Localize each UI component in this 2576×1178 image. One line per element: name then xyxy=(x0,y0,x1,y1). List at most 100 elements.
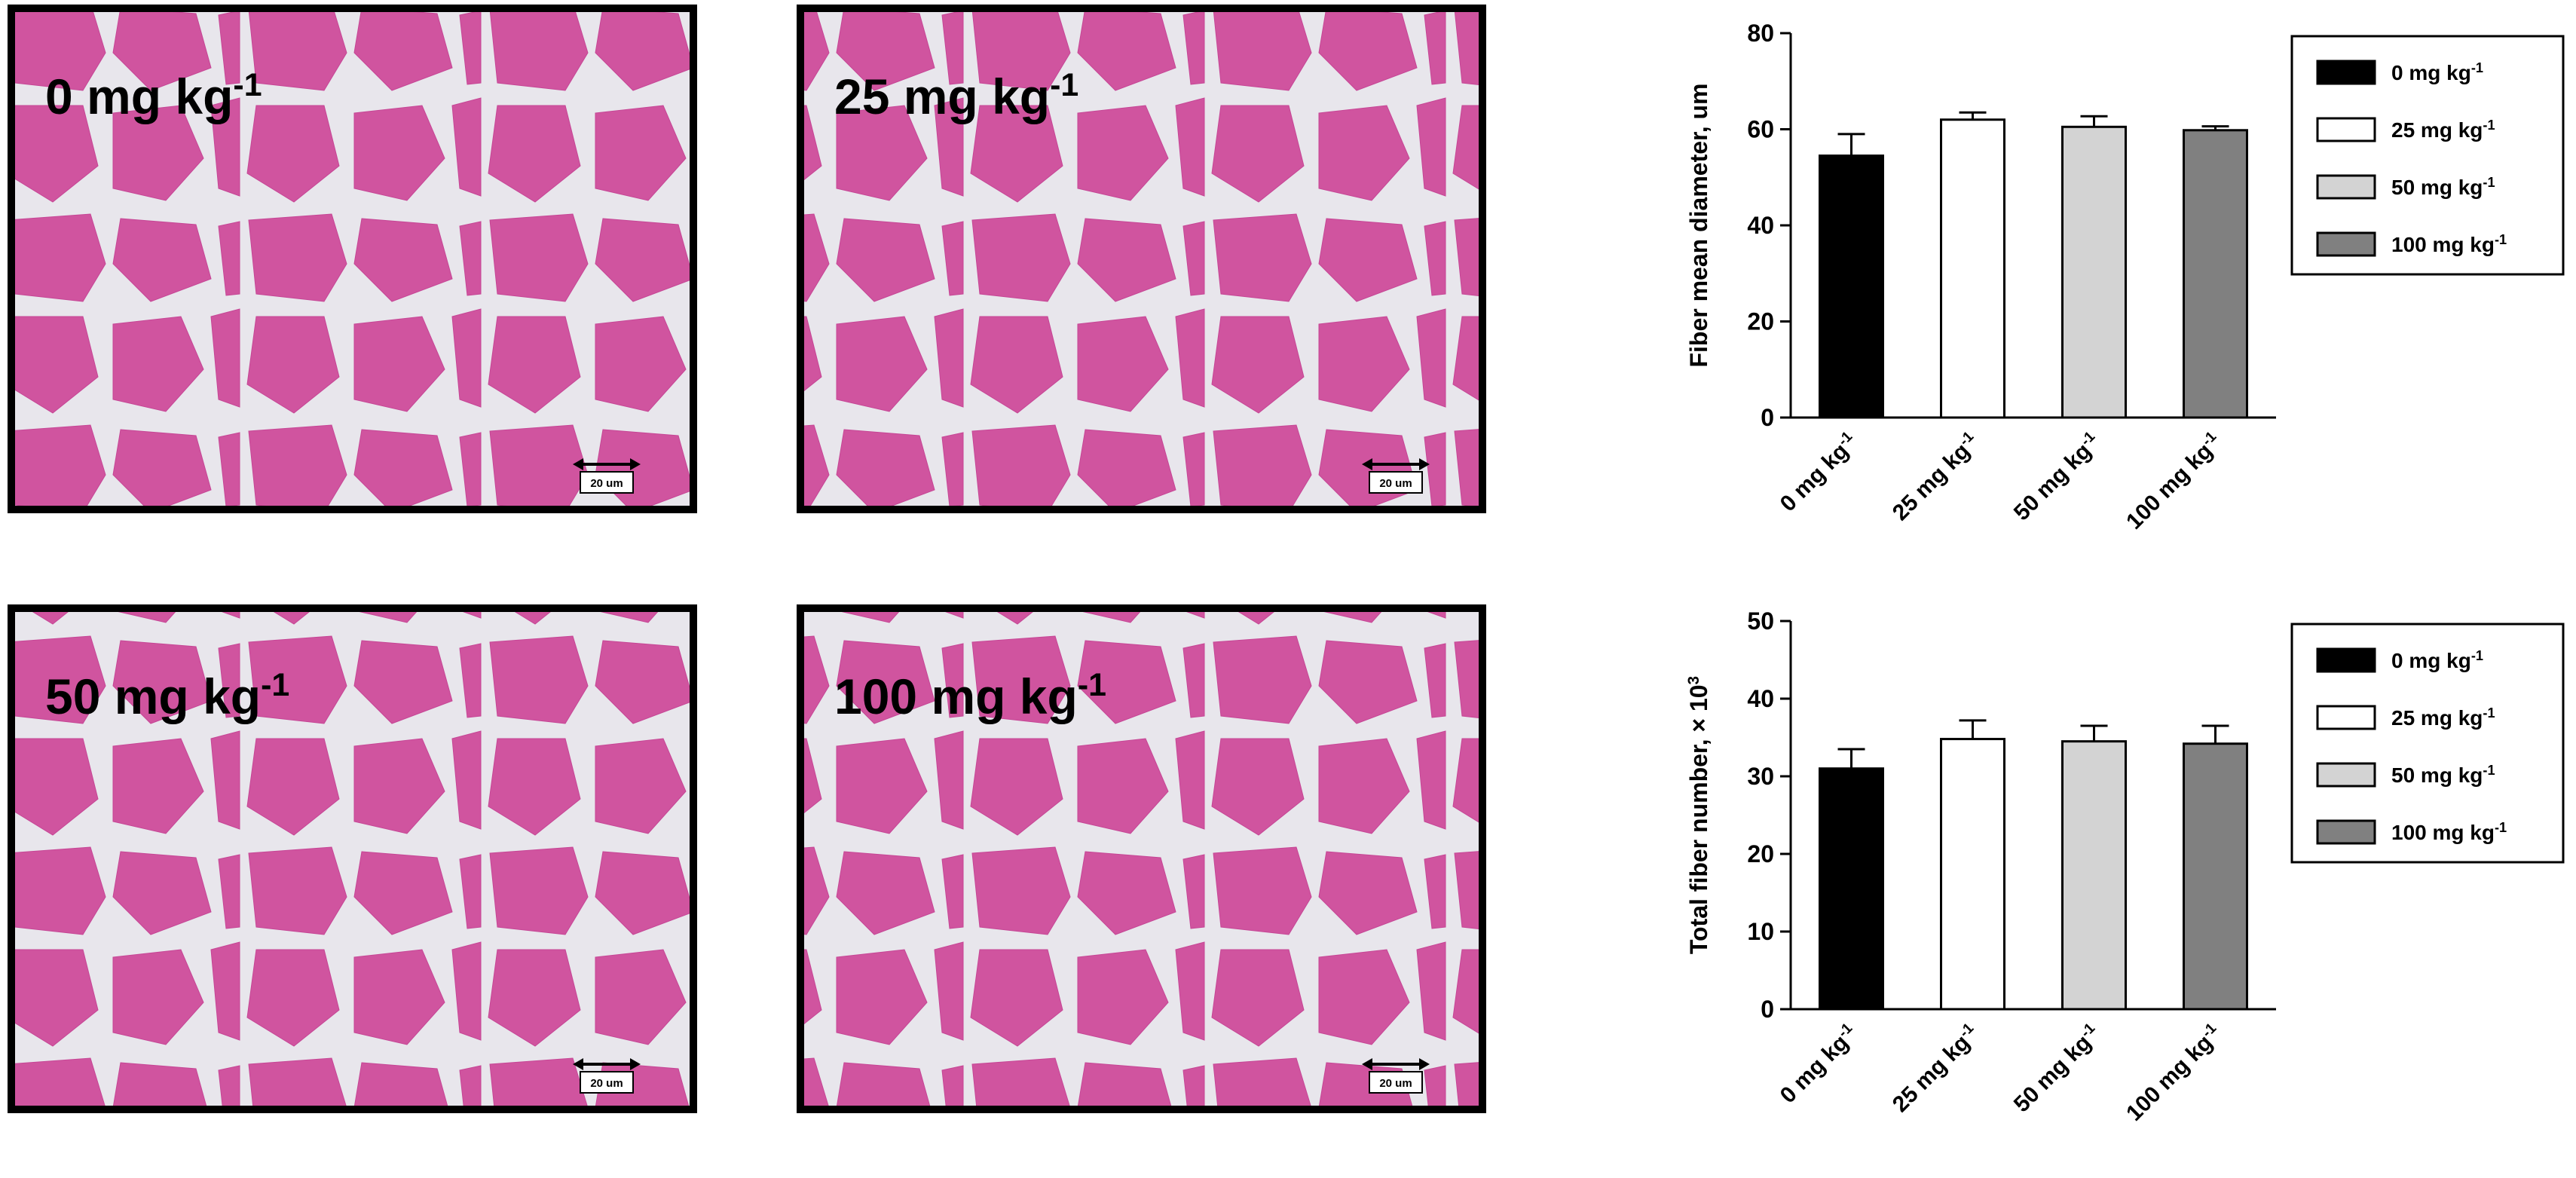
y-axis-label: Total fiber number, × 103 xyxy=(1685,676,1713,954)
error-bar xyxy=(2080,724,2108,742)
legend-label-main: 25 mg kg xyxy=(2391,118,2483,142)
arrow-head xyxy=(630,458,641,470)
legend-label-main: 0 mg kg xyxy=(2391,61,2471,84)
y-tick-label: 40 xyxy=(1747,212,1774,239)
y-tick-label: 20 xyxy=(1747,840,1774,867)
x-tick-label: 100 mg kg-1 xyxy=(2121,1020,2227,1126)
error-bar xyxy=(2080,115,2108,127)
scale-bar-label: 20 um xyxy=(590,477,623,490)
bar xyxy=(1940,738,2005,1011)
bar xyxy=(2061,740,2127,1011)
legend-label: 25 mg kg-1 xyxy=(2391,705,2495,730)
panel-label-sup: -1 xyxy=(1078,667,1106,703)
arrow-head xyxy=(1419,458,1430,470)
x-tick-label-main: 100 mg kg xyxy=(2122,1030,2217,1126)
panel-label-main: 25 mg kg xyxy=(834,69,1050,124)
micrograph xyxy=(797,604,1486,1113)
arrow-head xyxy=(573,1058,583,1070)
legend-label: 100 mg kg-1 xyxy=(2391,232,2507,256)
legend-label: 50 mg kg-1 xyxy=(2391,763,2495,787)
x-tick-label: 0 mg kg-1 xyxy=(1774,428,1862,516)
panel-label-main: 0 mg kg xyxy=(45,69,233,124)
y-tick-label: 10 xyxy=(1747,918,1774,945)
scale-box xyxy=(580,471,634,494)
y-tick-label: 50 xyxy=(1747,607,1774,635)
micrograph xyxy=(8,5,697,513)
panel-label-sup: -1 xyxy=(1050,67,1078,103)
legend-label-sup: -1 xyxy=(2471,60,2483,75)
legend-label-main: 25 mg kg xyxy=(2391,706,2483,730)
legend-label: 25 mg kg-1 xyxy=(2391,118,2495,142)
arrow-head xyxy=(630,1058,641,1070)
error-bar xyxy=(1959,719,1987,739)
x-tick-label: 50 mg kg-1 xyxy=(2008,1020,2105,1117)
y-tick-label: 0 xyxy=(1761,404,1774,431)
panel-label: 50 mg kg-1 xyxy=(45,667,289,724)
x-tick-label-main: 50 mg kg xyxy=(2009,1030,2096,1117)
legend-swatch xyxy=(2316,174,2376,200)
arrow-head xyxy=(573,458,583,470)
x-tick-label: 0 mg kg-1 xyxy=(1774,1020,1862,1108)
y-tick-label: 20 xyxy=(1747,308,1774,335)
bar xyxy=(2183,129,2248,419)
x-tick-label: 50 mg kg-1 xyxy=(2008,428,2105,525)
arrow-head xyxy=(1419,1058,1430,1070)
y-tick-label: 60 xyxy=(1747,116,1774,143)
error-bar xyxy=(2201,724,2229,744)
x-tick-label: 25 mg kg-1 xyxy=(1886,428,1984,525)
x-tick-label-main: 50 mg kg xyxy=(2009,439,2096,525)
panel-label-main: 50 mg kg xyxy=(45,669,261,724)
legend-label-sup: -1 xyxy=(2483,175,2495,190)
legend-label-main: 50 mg kg xyxy=(2391,763,2483,787)
legend-swatch xyxy=(2316,819,2376,845)
scale-box xyxy=(580,1071,634,1094)
legend-label: 100 mg kg-1 xyxy=(2391,820,2507,844)
legend-label-sup: -1 xyxy=(2495,232,2507,247)
legend-swatch xyxy=(2316,117,2376,142)
y-axis-label-sup: 3 xyxy=(1685,676,1703,685)
legend-label-main: 50 mg kg xyxy=(2391,176,2483,199)
y-tick-label: 0 xyxy=(1761,996,1774,1023)
y-axis-label: Fiber mean diameter, um xyxy=(1685,83,1712,367)
legend-label: 50 mg kg-1 xyxy=(2391,175,2495,199)
scale-bar-label: 20 um xyxy=(1379,1077,1412,1090)
legend-swatch xyxy=(2316,762,2376,788)
micrograph xyxy=(797,5,1486,513)
bar xyxy=(1819,155,1884,419)
scale-bar-label: 20 um xyxy=(1379,477,1412,490)
x-tick-label-main: 0 mg kg xyxy=(1776,1030,1854,1109)
error-bar xyxy=(2201,125,2229,130)
legend-label-main: 0 mg kg xyxy=(2391,649,2471,672)
panel-label-main: 100 mg kg xyxy=(834,669,1078,724)
micrograph xyxy=(8,604,697,1113)
scale-bar-label: 20 um xyxy=(590,1077,623,1090)
legend-label-main: 100 mg kg xyxy=(2391,233,2495,256)
x-tick-label: 100 mg kg-1 xyxy=(2121,428,2227,534)
error-bar xyxy=(1959,111,1987,120)
x-tick-label-main: 25 mg kg xyxy=(1888,1030,1975,1117)
legend-label-sup: -1 xyxy=(2483,118,2495,133)
y-tick-label: 80 xyxy=(1747,20,1774,47)
x-tick-label-main: 0 mg kg xyxy=(1776,439,1854,517)
bar xyxy=(1819,767,1884,1011)
panel-label: 25 mg kg-1 xyxy=(834,67,1078,124)
panel-label-sup: -1 xyxy=(261,667,289,703)
panel-label: 100 mg kg-1 xyxy=(834,667,1106,724)
legend-label-main: 100 mg kg xyxy=(2391,821,2495,844)
y-tick-label: 30 xyxy=(1747,763,1774,790)
scale-box xyxy=(1369,1071,1423,1094)
panel-label-sup: -1 xyxy=(233,67,262,103)
legend-label-sup: -1 xyxy=(2471,648,2483,663)
legend-label: 0 mg kg-1 xyxy=(2391,60,2483,84)
x-tick-label-main: 100 mg kg xyxy=(2122,439,2217,534)
y-axis-label-main: Fiber mean diameter, um xyxy=(1685,83,1712,367)
legend-label-sup: -1 xyxy=(2483,705,2495,721)
bar xyxy=(1940,118,2005,419)
scale-box xyxy=(1369,471,1423,494)
error-bar xyxy=(1837,133,1865,156)
legend-swatch xyxy=(2316,231,2376,257)
arrow-head xyxy=(1362,1058,1372,1070)
legend-label-sup: -1 xyxy=(2483,763,2495,778)
